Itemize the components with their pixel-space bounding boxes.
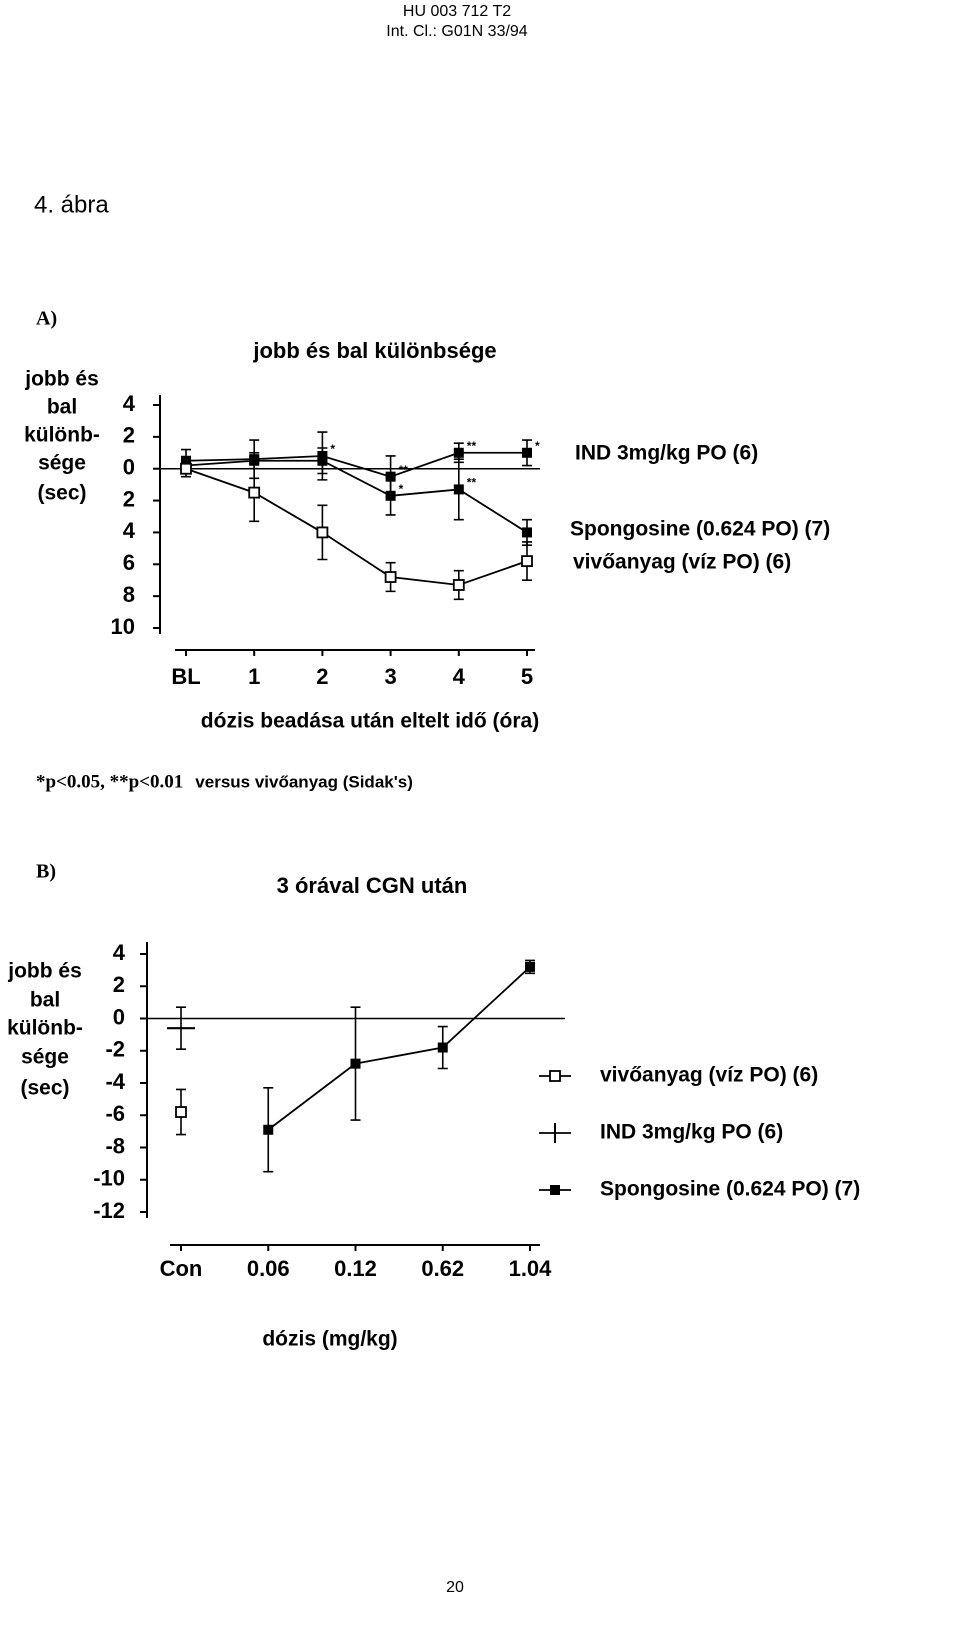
- marker: [263, 1124, 274, 1135]
- y-tick-label: -8: [105, 1133, 125, 1158]
- x-tick-label: BL: [171, 664, 200, 689]
- marker: [437, 1042, 448, 1053]
- annotation: *: [535, 439, 540, 453]
- x-tick-label: 5: [521, 664, 533, 689]
- series-line: [185, 467, 528, 586]
- doc-number: HU 003 712 T2: [403, 3, 511, 20]
- marker: [453, 447, 464, 458]
- marker: [180, 462, 192, 475]
- x-tick-label: 1: [248, 664, 260, 689]
- y-tick-label: 4: [113, 940, 126, 965]
- legend-label: Spongosine (0.624 PO) (7): [600, 1178, 860, 1201]
- panel-label: B): [36, 861, 56, 883]
- y-axis-label: különb-: [7, 1017, 83, 1040]
- x-tick-label: 2: [316, 664, 328, 689]
- y-tick-label: 2: [123, 423, 135, 448]
- marker: [350, 1058, 361, 1069]
- y-tick-label: 8: [123, 582, 135, 607]
- legend-label: vivőanyag (víz PO) (6): [600, 1064, 818, 1087]
- y-axis-label: sége: [38, 452, 86, 475]
- y-axis-label: jobb és: [7, 960, 82, 983]
- note: versus vivőanyag (Sidak's): [195, 772, 413, 791]
- legend-marker: [549, 1070, 561, 1082]
- y-tick-label: 0: [113, 1004, 125, 1029]
- marker: [384, 571, 397, 583]
- x-axis-label: dózis (mg/kg): [262, 1328, 397, 1351]
- y-axis-label: (sec): [37, 482, 86, 505]
- marker: [385, 490, 396, 501]
- annotation: *: [330, 442, 335, 456]
- x-tick-label: 1.04: [509, 1256, 553, 1281]
- annotation: **: [399, 463, 409, 477]
- x-axis-label: dózis beadása után eltelt idő (óra): [201, 710, 539, 733]
- y-tick-label: -12: [93, 1198, 125, 1223]
- legend-label: IND 3mg/kg PO (6): [600, 1121, 783, 1144]
- series-line: [185, 459, 528, 534]
- y-axis-label: (sec): [20, 1077, 69, 1100]
- y-axis-label: sége: [21, 1046, 69, 1069]
- y-tick-label: 10: [111, 614, 135, 639]
- figure-label: 4. ábra: [34, 191, 109, 218]
- marker: [452, 579, 465, 591]
- y-tick-label: 4: [123, 391, 136, 416]
- marker: [521, 555, 533, 567]
- y-tick-label: 6: [123, 550, 135, 575]
- marker: [317, 455, 328, 466]
- marker: [248, 486, 261, 499]
- y-tick-label: 4: [123, 518, 136, 543]
- marker: [522, 447, 532, 458]
- y-tick-label: 2: [113, 972, 125, 997]
- chart-title: 3 órával CGN után: [277, 873, 468, 898]
- x-tick-label: 0.12: [334, 1256, 377, 1281]
- y-tick-label: 2: [123, 486, 135, 511]
- x-tick-label: 4: [453, 664, 466, 689]
- y-axis-label: bal: [30, 989, 60, 1012]
- y-tick-label: 0: [123, 455, 135, 480]
- page-number: 20: [446, 1579, 464, 1596]
- marker: [175, 1106, 187, 1118]
- x-tick-label: Con: [160, 1256, 203, 1281]
- y-tick-label: -6: [105, 1101, 125, 1126]
- legend-label: Spongosine (0.624 PO) (7): [570, 518, 830, 541]
- panel-label: A): [36, 308, 57, 330]
- marker: [453, 484, 464, 495]
- note-stats: *p<0.05, **p<0.01: [36, 771, 183, 792]
- x-tick-label: 3: [384, 664, 396, 689]
- marker: [522, 527, 532, 538]
- marker: [249, 455, 260, 466]
- y-axis-label: bal: [47, 396, 77, 419]
- classification: Int. Cl.: G01N 33/94: [386, 23, 528, 40]
- marker: [525, 961, 535, 972]
- chart-title: jobb és bal különbsége: [252, 338, 496, 363]
- series-line: [185, 451, 527, 478]
- legend-label: vivőanyag (víz PO) (6): [573, 551, 791, 574]
- marker: [316, 526, 329, 539]
- y-tick-label: -10: [93, 1166, 125, 1191]
- x-tick-label: 0.62: [421, 1256, 464, 1281]
- y-axis-label: különb-: [24, 424, 100, 447]
- x-tick-label: 0.06: [247, 1256, 290, 1281]
- legend-label: IND 3mg/kg PO (6): [575, 442, 758, 465]
- y-tick-label: -2: [105, 1037, 125, 1062]
- annotation: *: [399, 482, 404, 496]
- legend-marker: [550, 1185, 560, 1195]
- y-axis-label: jobb és: [24, 368, 99, 391]
- annotation: **: [467, 439, 477, 453]
- series-line: [267, 966, 531, 1131]
- annotation: **: [467, 476, 477, 490]
- y-tick-label: -4: [105, 1069, 125, 1094]
